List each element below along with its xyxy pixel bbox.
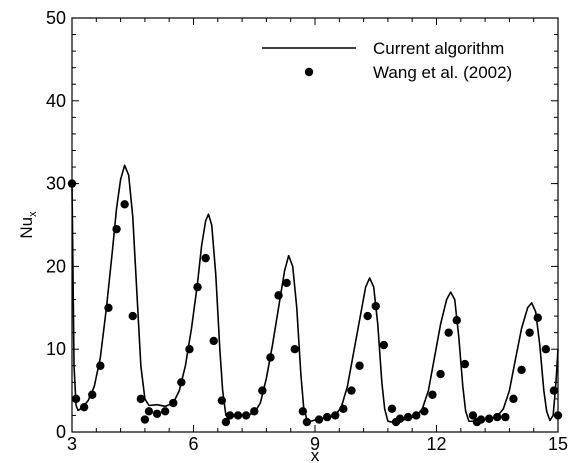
data-point-wang — [355, 361, 364, 370]
data-point-wang — [553, 411, 563, 420]
data-point-wang — [387, 404, 397, 414]
data-point-wang — [282, 278, 291, 288]
data-point-wang — [302, 417, 312, 427]
data-point-wang — [436, 369, 445, 379]
x-tick-label: 6 — [188, 434, 198, 454]
data-point-wang — [250, 407, 259, 416]
data-point-wang — [233, 411, 243, 420]
y-tick-label: 0 — [56, 422, 66, 442]
data-point-wang — [541, 345, 551, 354]
data-point-wang — [525, 328, 534, 337]
data-point-wang — [509, 394, 518, 404]
data-point-wang — [112, 224, 121, 234]
data-point-wang — [185, 345, 194, 354]
y-tick-label: 50 — [46, 8, 66, 28]
data-point-wang — [298, 407, 308, 416]
data-point-wang — [533, 313, 542, 322]
data-point-wang — [217, 396, 227, 405]
data-point-wang — [290, 345, 299, 354]
series-line-current-algorithm — [71, 164, 559, 423]
data-point-wang — [444, 328, 453, 337]
data-point-wang — [96, 361, 105, 370]
data-point-wang — [128, 311, 137, 321]
data-point-wang — [140, 415, 150, 424]
data-point-wang — [104, 303, 113, 312]
data-point-wang — [177, 378, 186, 387]
data-point-wang — [428, 390, 437, 399]
y-tick-label: 30 — [46, 174, 66, 194]
data-point-wang — [339, 404, 348, 414]
y-axis-label-subscript: x — [27, 211, 39, 217]
data-point-wang — [266, 353, 275, 362]
data-point-wang — [79, 402, 89, 412]
data-point-wang — [501, 412, 510, 422]
data-point-wang — [120, 200, 129, 209]
data-point-wang — [403, 412, 413, 422]
data-point-wang — [193, 282, 202, 292]
data-point-wang — [225, 411, 235, 420]
data-point-wang — [88, 390, 97, 399]
data-point-wang — [420, 407, 429, 416]
data-point-wang — [363, 311, 372, 321]
data-point-wang — [322, 412, 332, 422]
data-point-wang — [379, 340, 389, 350]
legend-dot-marker — [304, 67, 314, 77]
x-tick-label: 12 — [426, 434, 446, 454]
y-tick-label: 20 — [46, 256, 66, 276]
data-point-wang — [144, 407, 154, 416]
data-point-wang — [371, 301, 380, 311]
y-tick-label: 40 — [46, 91, 66, 111]
x-tick-label: 15 — [548, 434, 568, 454]
y-axis-label: Nux — [17, 211, 39, 239]
data-point-wang — [484, 414, 494, 423]
y-axis-label-main: Nu — [17, 217, 36, 239]
data-point-wang — [136, 394, 146, 404]
data-point-wang — [460, 359, 470, 369]
data-point-wang — [412, 411, 421, 420]
data-point-wang — [476, 415, 486, 424]
data-point-wang — [549, 386, 559, 395]
data-point-wang — [347, 386, 356, 395]
y-tick-label: 10 — [46, 339, 66, 359]
data-point-wang — [395, 414, 405, 423]
data-point-wang — [331, 411, 340, 420]
data-point-wang — [452, 316, 461, 325]
data-point-wang — [209, 336, 218, 346]
data-point-wang — [67, 179, 77, 188]
series-layer — [67, 164, 563, 427]
data-point-wang — [258, 386, 267, 395]
ticks: 3 6 9 12 15 0 10 20 30 40 50 — [46, 8, 568, 454]
legend: Current algorithm Wang et al. (2002) — [262, 39, 512, 82]
data-point-wang — [517, 365, 526, 375]
data-point-wang — [152, 409, 162, 418]
x-tick-label: 3 — [67, 434, 77, 454]
data-point-wang — [201, 253, 210, 263]
data-point-wang — [71, 394, 81, 404]
data-point-wang — [468, 411, 478, 420]
x-axis-label: x — [311, 446, 320, 463]
data-point-wang — [221, 417, 231, 427]
data-point-wang — [314, 415, 324, 424]
y-axis-label-group: Nux — [17, 211, 39, 239]
data-point-wang — [169, 398, 178, 408]
legend-label-wang: Wang et al. (2002) — [373, 63, 512, 82]
data-point-wang — [493, 412, 502, 422]
data-point-wang — [274, 291, 283, 300]
data-point-wang — [160, 407, 170, 416]
x-tick-label: 9 — [310, 434, 320, 454]
data-point-wang — [241, 411, 251, 420]
legend-label-current: Current algorithm — [373, 39, 504, 58]
